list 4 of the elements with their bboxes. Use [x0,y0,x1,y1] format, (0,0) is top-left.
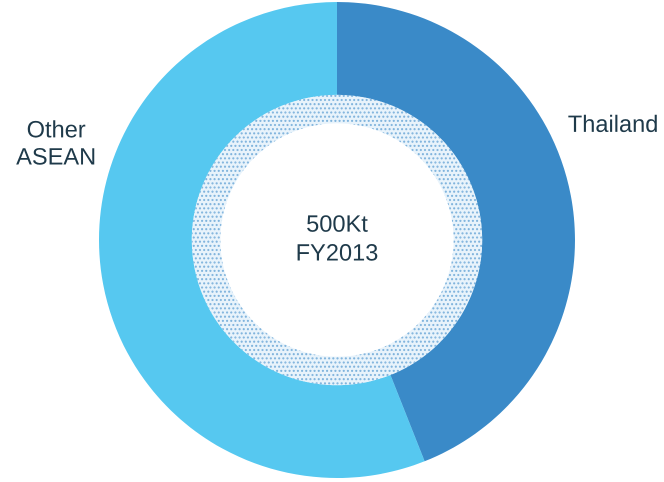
text: 500Kt FY2013 [298,215,378,261]
slice-label: Other ASEAN [16,120,94,165]
slice-label: Thailand [568,114,657,132]
donut-slice [99,2,425,478]
